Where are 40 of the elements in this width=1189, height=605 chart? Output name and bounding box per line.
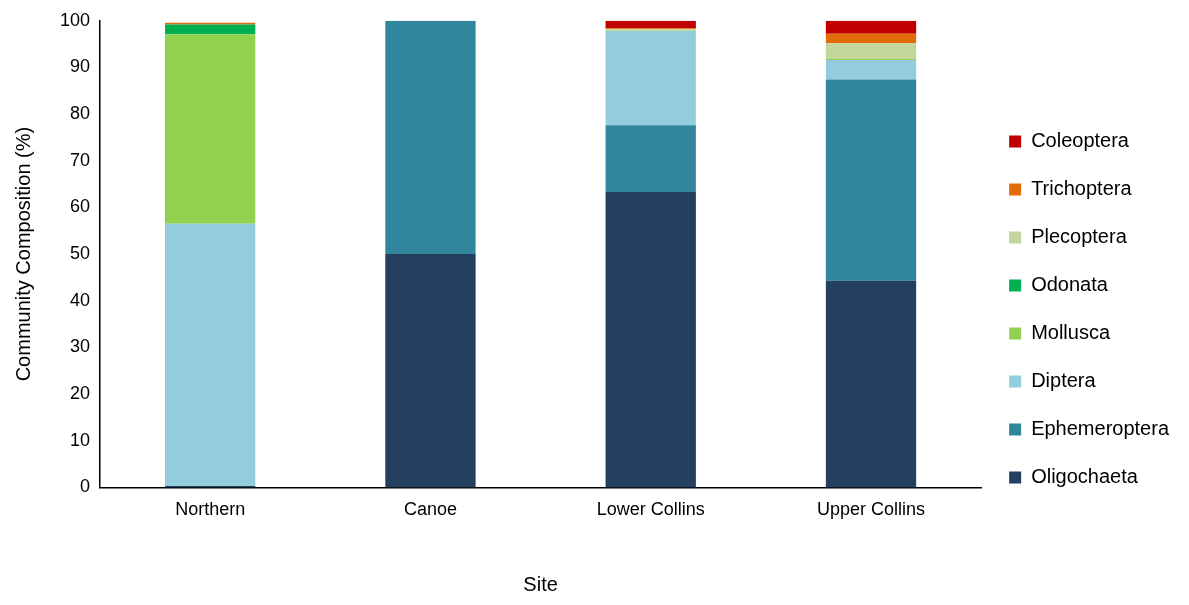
y-tick-label: 90 — [70, 56, 91, 77]
y-tick-label: 50 — [70, 243, 91, 264]
y-tick-label: 10 — [70, 429, 91, 450]
x-tick-label: Upper Collins — [816, 499, 926, 520]
y-tick-label: 100 — [59, 9, 91, 30]
bar — [385, 20, 476, 255]
legend-label: Mollusca — [1031, 321, 1111, 344]
x-axis-title: Site — [523, 572, 558, 595]
bar — [165, 223, 256, 486]
bar — [825, 20, 917, 34]
legend-label: Ephemeroptera — [1031, 417, 1170, 440]
legend-label: Odonata — [1031, 273, 1109, 296]
y-tick-label: 20 — [70, 383, 91, 404]
bar — [605, 192, 696, 488]
y-tick-label: 80 — [70, 103, 91, 124]
x-tick-label: Northern — [175, 499, 246, 520]
bar — [165, 24, 256, 35]
bar — [605, 20, 696, 29]
bar — [605, 125, 696, 193]
legend-label: Trichoptera — [1031, 177, 1133, 200]
bar — [825, 59, 917, 80]
bar — [825, 280, 917, 488]
y-tick-label: 30 — [70, 336, 91, 357]
y-tick-label: 40 — [70, 289, 91, 310]
bar — [825, 79, 917, 281]
y-axis-title: Community Composition (%) — [11, 126, 34, 382]
legend-label: Coleoptera — [1031, 129, 1130, 152]
y-tick-label: 60 — [70, 196, 91, 217]
bar — [385, 254, 476, 488]
y-tick-label: 70 — [70, 149, 91, 170]
legend-label: Diptera — [1031, 369, 1097, 392]
legend-label: Plecoptera — [1031, 225, 1128, 248]
x-tick-label: Lower Collins — [596, 499, 705, 520]
bar — [825, 43, 917, 60]
x-tick-label: Canoe — [403, 499, 457, 520]
bar — [605, 31, 696, 126]
bar — [825, 33, 917, 44]
legend-label: Oligochaeta — [1031, 465, 1139, 488]
bar — [165, 34, 256, 224]
y-tick-label: 0 — [80, 476, 91, 497]
